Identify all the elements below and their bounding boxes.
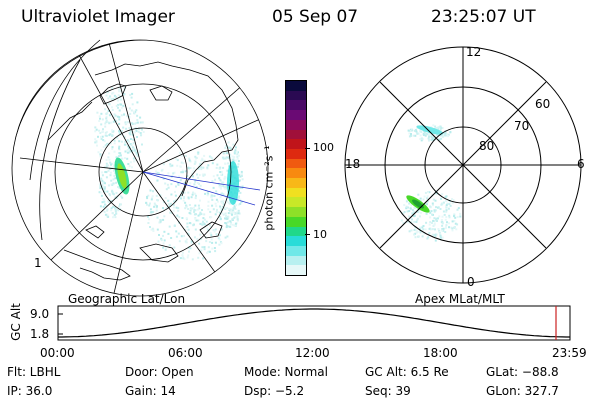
colorbar-segment xyxy=(286,158,306,169)
colorbar-tick-10 xyxy=(305,234,310,235)
altitude-xtick-1: 06:00 xyxy=(168,346,203,360)
altitude-xtick-0: 00:00 xyxy=(40,346,75,360)
colorbar-tick-label-100: 100 xyxy=(313,141,334,154)
colorbar-segment xyxy=(286,216,306,227)
date-label: 05 Sep 07 xyxy=(272,7,359,27)
info-ip: IP: 36.0 xyxy=(7,384,53,398)
altitude-plot xyxy=(57,305,571,341)
polar-panel-label: Apex MLat/MLT xyxy=(415,292,505,306)
mlat-label-70: 70 xyxy=(514,119,530,133)
info-seq: Seq: 39 xyxy=(365,384,411,398)
colorbar-unit-label: photon cm⁻²s⁻¹ xyxy=(262,145,276,231)
colorbar-segment xyxy=(286,187,306,198)
altitude-axis-label: GC Alt xyxy=(9,303,23,341)
mlt-label-bottom: 0 xyxy=(467,275,475,289)
info-gc-alt: GC Alt: 6.5 Re xyxy=(365,365,449,379)
info-gain: Gain: 14 xyxy=(125,384,176,398)
colorbar-segment xyxy=(286,255,306,266)
colorbar-segment xyxy=(286,197,306,208)
mlt-label-left: 18 xyxy=(345,157,361,171)
colorbar-segment xyxy=(286,110,306,120)
info-glat: GLat: −88.8 xyxy=(486,365,559,379)
colorbar-segment xyxy=(286,245,306,256)
colorbar-tick-label-10: 10 xyxy=(313,228,327,241)
geo-aurora-emission xyxy=(94,86,244,261)
altitude-xtick-2: 12:00 xyxy=(295,346,330,360)
altitude-xtick-3: 18:00 xyxy=(423,346,458,360)
app-title: Ultraviolet Imager xyxy=(21,7,175,27)
colorbar-segment xyxy=(286,226,306,237)
mlt-label-top: 12 xyxy=(466,45,482,59)
colorbar-segment xyxy=(286,178,306,188)
colorbar-segment xyxy=(286,81,306,91)
polar-grid xyxy=(344,46,582,284)
mlt-label-right: 6 xyxy=(577,157,585,171)
colorbar-segment xyxy=(286,129,306,140)
colorbar-segment xyxy=(286,148,306,159)
info-door: Door: Open xyxy=(125,365,194,379)
info-flt: Flt: LBHL xyxy=(7,365,61,379)
mlat-label-80: 80 xyxy=(479,139,495,153)
colorbar-segment xyxy=(286,168,306,179)
colorbar-segment xyxy=(286,236,306,246)
altitude-xtick-4: 23:59 xyxy=(552,346,587,360)
info-mode: Mode: Normal xyxy=(244,365,328,379)
info-glon: GLon: 327.7 xyxy=(486,384,559,398)
colorbar-segment xyxy=(286,90,306,101)
colorbar-segment xyxy=(286,207,306,217)
altitude-ytick-high: 9.0 xyxy=(30,307,50,321)
geo-grid xyxy=(11,39,269,297)
polar-aurora-emission xyxy=(400,124,462,242)
altitude-ytick-low: 1.8 xyxy=(30,327,50,341)
colorbar xyxy=(285,80,307,276)
info-dsp: Dsp: −5.2 xyxy=(244,384,305,398)
geo-tick-label: 1 xyxy=(34,256,42,270)
colorbar-segment xyxy=(286,119,306,130)
colorbar-segment xyxy=(286,139,306,149)
colorbar-tick-100 xyxy=(305,148,310,149)
colorbar-segment xyxy=(286,265,306,276)
geo-coastlines xyxy=(47,61,239,281)
colorbar-segment xyxy=(286,100,306,111)
time-label: 23:25:07 UT xyxy=(431,7,536,27)
mlat-label-60: 60 xyxy=(535,97,551,111)
geo-panel-label: Geographic Lat/Lon xyxy=(68,292,186,306)
